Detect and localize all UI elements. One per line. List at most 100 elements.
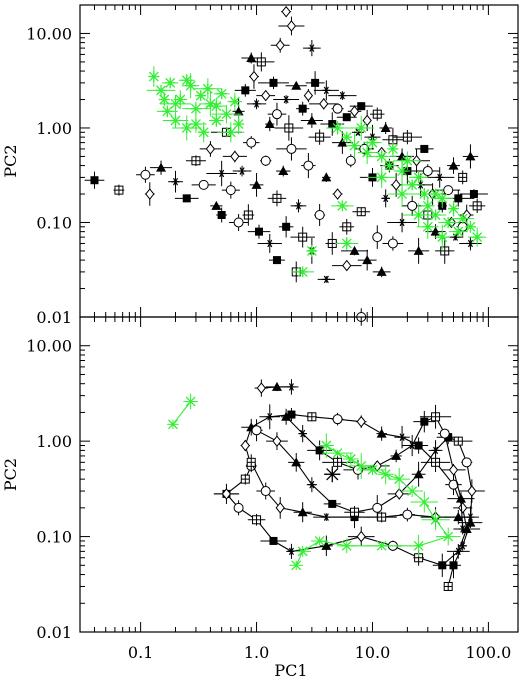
data-point	[285, 80, 307, 90]
circle-marker	[443, 185, 454, 196]
circle-marker	[225, 185, 236, 196]
circle-marker	[407, 200, 418, 211]
data-point	[342, 452, 359, 466]
bottom-panel: 0.01 0.10 1.00 10.00 0.1 1.0 10.0 100.0 PC2 PC1	[1, 316, 519, 679]
diamond-marker	[467, 485, 477, 497]
star-marker-stroke	[323, 275, 329, 284]
data-point	[158, 92, 170, 107]
data-point	[379, 121, 392, 135]
data-point	[281, 408, 292, 425]
data-point	[260, 536, 287, 545]
data-point	[352, 207, 371, 217]
triangle-marker	[349, 245, 360, 255]
data-point	[260, 155, 272, 166]
triangle-marker	[246, 52, 257, 62]
square-marker	[328, 120, 337, 129]
data-point	[306, 412, 317, 422]
data-point	[390, 172, 402, 197]
data-point	[387, 142, 399, 156]
data-point	[366, 511, 397, 523]
diamond-marker	[256, 382, 266, 394]
data-point	[293, 502, 312, 523]
y-axis-label: PC2	[1, 458, 20, 491]
square-marker	[449, 561, 458, 570]
top-panel: 0.01 0.10 1.00 10.00 PC2	[1, 4, 519, 327]
data-point	[370, 107, 385, 121]
square-marker	[444, 433, 453, 442]
data-point	[149, 160, 173, 175]
triangle-marker	[413, 245, 424, 255]
circle-marker	[251, 425, 262, 436]
star-marker-stroke	[239, 167, 245, 175]
series-green	[167, 393, 198, 430]
data-point	[216, 207, 228, 223]
data-point	[323, 499, 341, 508]
data-point	[281, 5, 292, 18]
data-point	[290, 199, 307, 213]
square-marker	[255, 227, 264, 236]
data-point	[355, 415, 367, 428]
y-tick-label: 10.00	[26, 337, 72, 356]
triangle-marker	[465, 517, 476, 527]
data-point	[465, 220, 476, 233]
data-point	[443, 581, 453, 591]
circle-marker	[246, 137, 257, 148]
data-point	[256, 89, 276, 102]
series-black	[254, 379, 299, 397]
data-point	[429, 188, 442, 200]
square-marker	[420, 417, 429, 426]
star-marker-stroke	[467, 239, 473, 248]
star-marker-stroke	[254, 100, 260, 108]
star-marker-stroke	[267, 413, 273, 421]
data-point	[344, 506, 365, 518]
data-point	[326, 121, 349, 135]
diamond-marker	[303, 89, 314, 102]
square-marker	[311, 78, 320, 87]
y-tick-label: 0.10	[36, 213, 72, 232]
marker-stroke	[443, 531, 454, 542]
triangle-marker	[156, 162, 167, 172]
data-point	[451, 213, 475, 224]
square-marker	[287, 410, 296, 419]
square-marker	[420, 144, 429, 153]
triangle-marker	[271, 381, 282, 391]
x-axis-label: PC1	[274, 661, 307, 679]
circle-marker	[332, 103, 343, 114]
data-point	[256, 482, 276, 500]
diamond-marker	[272, 435, 282, 447]
square-marker	[469, 190, 478, 199]
square-marker	[282, 222, 291, 231]
data-point	[322, 448, 353, 459]
data-point	[267, 190, 287, 207]
marker-stroke	[430, 514, 441, 525]
marker-stroke	[345, 454, 356, 464]
data-point	[347, 105, 362, 118]
star-marker-stroke	[399, 218, 405, 227]
x-tick-label: 10.0	[355, 643, 391, 662]
diamond-marker	[249, 70, 259, 83]
star-marker-stroke	[433, 446, 439, 455]
data-point	[298, 424, 308, 443]
star-marker-stroke	[288, 383, 294, 391]
data-point	[258, 76, 289, 90]
circle-marker	[372, 502, 383, 513]
data-point	[257, 233, 282, 253]
diamond-marker	[286, 20, 297, 32]
data-point	[435, 238, 455, 264]
data-point	[415, 164, 440, 178]
marker-stroke	[419, 497, 430, 508]
data-point	[221, 181, 240, 199]
data-point	[416, 214, 439, 239]
star-marker-stroke	[460, 542, 466, 550]
data-point	[448, 226, 468, 238]
data-point	[447, 492, 475, 506]
data-point	[249, 64, 259, 89]
asterisk-marker	[326, 468, 339, 481]
data-point	[332, 188, 343, 200]
circle-marker	[314, 210, 325, 221]
data-point	[275, 496, 285, 519]
data-point	[314, 204, 326, 226]
circle-marker	[402, 509, 413, 520]
data-point	[402, 434, 423, 457]
triangle-marker	[306, 115, 317, 125]
